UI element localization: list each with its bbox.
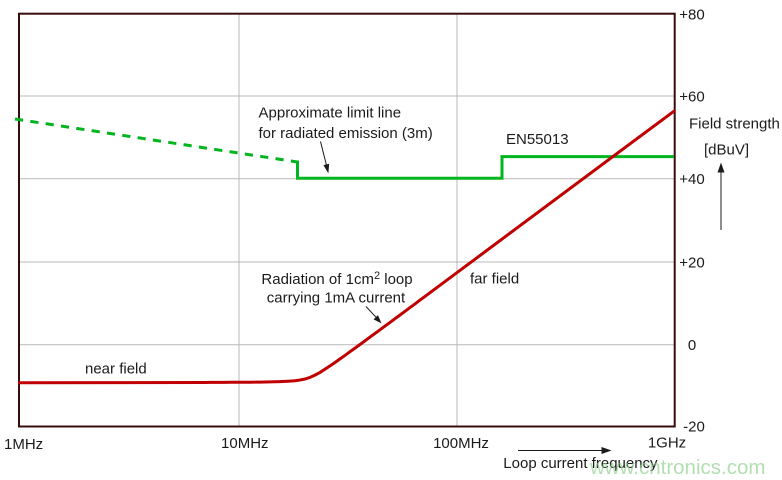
svg-text:near field: near field [85, 361, 147, 378]
svg-text:+80: +80 [679, 6, 704, 23]
svg-text:0: 0 [688, 337, 696, 354]
svg-text:+20: +20 [679, 254, 704, 271]
svg-text:far field: far field [470, 271, 519, 288]
svg-text:carrying 1mA current: carrying 1mA current [267, 290, 406, 307]
svg-text:[dBuV]: [dBuV] [704, 142, 749, 159]
svg-text:www.cntronics.com: www.cntronics.com [589, 456, 765, 479]
svg-text:for radiated emission (3m): for radiated emission (3m) [259, 125, 433, 142]
svg-text:1GHz: 1GHz [648, 435, 686, 452]
svg-text:10MHz: 10MHz [221, 435, 269, 452]
svg-text:1MHz: 1MHz [4, 436, 43, 453]
svg-text:Loop current frequency: Loop current frequency [503, 455, 658, 472]
svg-text:+40: +40 [679, 171, 704, 188]
svg-text:EN55013: EN55013 [506, 131, 569, 148]
svg-text:100MHz: 100MHz [433, 435, 489, 452]
svg-text:Approximate limit line: Approximate limit line [259, 105, 402, 122]
svg-text:Radiation of 1cm2 loop: Radiation of 1cm2 loop [261, 270, 412, 288]
svg-text:-20: -20 [683, 419, 705, 436]
svg-text:+60: +60 [679, 88, 704, 105]
svg-text:Field strength: Field strength [689, 115, 780, 132]
